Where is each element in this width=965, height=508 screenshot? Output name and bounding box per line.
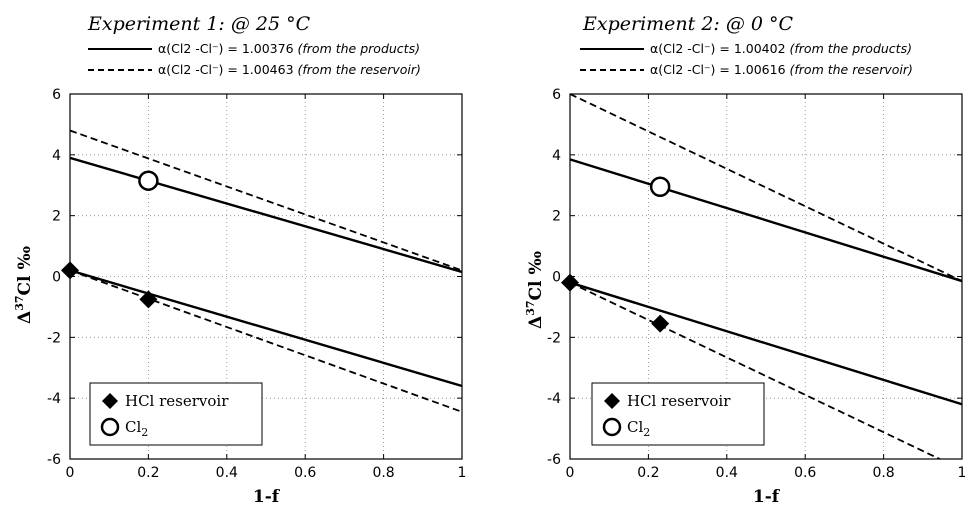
fractionation-line bbox=[570, 94, 962, 282]
chart-title: Experiment 1: @ 25 °C bbox=[87, 13, 311, 35]
x-tick-label: 0.4 bbox=[716, 465, 738, 481]
fractionation-line bbox=[70, 156, 462, 274]
x-tick-label: 0.8 bbox=[372, 465, 394, 481]
x-tick-label: 1 bbox=[458, 465, 467, 481]
legend-diamond-marker bbox=[604, 393, 620, 409]
y-axis-label: Δ37Cl ‰ bbox=[524, 251, 546, 329]
marker-legend-label: Cl2 bbox=[627, 418, 650, 439]
cl2-point bbox=[138, 170, 159, 191]
legend-note: (from the products) bbox=[298, 41, 420, 56]
x-tick-label: 0.2 bbox=[137, 465, 159, 481]
legend-name: α(Cl2 -Cl⁻) = 1.00402 bbox=[650, 41, 790, 56]
fractionation-line bbox=[70, 269, 462, 388]
legend-label: α(Cl2 -Cl⁻) = 1.00616 (from the reservoi… bbox=[650, 62, 913, 77]
legend-label: α(Cl2 -Cl⁻) = 1.00376 (from the products… bbox=[158, 41, 420, 56]
y-tick-label: 2 bbox=[52, 209, 61, 225]
x-tick-label: 0 bbox=[66, 465, 75, 481]
fractionation-line bbox=[70, 269, 462, 413]
fractionation-line bbox=[570, 158, 962, 283]
chart-title: Experiment 2: @ 0 °C bbox=[582, 13, 794, 35]
x-tick-label: 0.4 bbox=[216, 465, 238, 481]
hcl-reservoir-point bbox=[651, 314, 670, 333]
marker-legend-label: HCl reservoir bbox=[125, 392, 229, 410]
y-tick-label: -6 bbox=[547, 452, 561, 468]
hcl-reservoir-point bbox=[561, 273, 579, 292]
y-tick-label: -2 bbox=[547, 330, 561, 346]
x-tick-label: 0.6 bbox=[294, 465, 316, 481]
legend-note: (from the products) bbox=[790, 41, 912, 56]
legend-circle-marker bbox=[100, 417, 120, 437]
marker-legend-box bbox=[89, 382, 263, 446]
y-tick-label: 6 bbox=[552, 87, 561, 103]
hcl-reservoir-point bbox=[61, 261, 79, 280]
y-tick-label: 4 bbox=[52, 148, 61, 164]
x-tick-label: 1 bbox=[958, 465, 965, 481]
marker-legend-label: HCl reservoir bbox=[627, 392, 731, 410]
x-tick-label: 0 bbox=[566, 465, 575, 481]
legend-label: α(Cl2 -Cl⁻) = 1.00402 (from the products… bbox=[650, 41, 912, 56]
y-tick-label: -4 bbox=[547, 391, 561, 407]
fractionation-line bbox=[70, 129, 462, 272]
chart-1: Experiment 1: @ 25 °C α(Cl2 -Cl⁻) = 1.003… bbox=[13, 13, 466, 507]
y-tick-label: -2 bbox=[47, 330, 61, 346]
plot-area bbox=[570, 94, 962, 459]
x-axis-label: 1-f bbox=[253, 487, 281, 507]
y-tick-label: 0 bbox=[52, 270, 61, 286]
x-tick-label: 0.2 bbox=[637, 465, 659, 481]
x-axis-label: 1-f bbox=[753, 487, 781, 507]
legend-circle-marker bbox=[602, 417, 622, 437]
cl2-point bbox=[649, 176, 671, 198]
legend-name: α(Cl2 -Cl⁻) = 1.00616 bbox=[650, 62, 790, 77]
legend-note: (from the reservoir) bbox=[790, 62, 913, 77]
y-axis-label: Δ37Cl ‰ bbox=[13, 246, 35, 324]
legend-name: α(Cl2 -Cl⁻) = 1.00463 bbox=[158, 62, 298, 77]
legend-note: (from the reservoir) bbox=[298, 62, 421, 77]
marker-legend-box bbox=[591, 382, 765, 446]
y-tick-label: -4 bbox=[47, 391, 61, 407]
x-tick-label: 0.6 bbox=[794, 465, 816, 481]
legend-diamond-marker bbox=[102, 393, 118, 409]
hcl-reservoir-point bbox=[139, 290, 158, 309]
y-tick-label: 4 bbox=[552, 148, 561, 164]
x-tick-label: 0.8 bbox=[872, 465, 894, 481]
marker-legend-label: Cl2 bbox=[125, 418, 148, 439]
legend-name: α(Cl2 -Cl⁻) = 1.00376 bbox=[158, 41, 298, 56]
fractionation-line bbox=[570, 281, 942, 459]
legend-label: α(Cl2 -Cl⁻) = 1.00463 (from the reservoi… bbox=[158, 62, 421, 77]
plot-area bbox=[70, 129, 462, 413]
y-tick-label: -6 bbox=[47, 452, 61, 468]
y-tick-label: 6 bbox=[52, 87, 61, 103]
chart-2: Experiment 2: @ 0 °C α(Cl2 -Cl⁻) = 1.0040… bbox=[524, 13, 965, 507]
y-tick-label: 0 bbox=[552, 270, 561, 286]
fractionation-line bbox=[570, 281, 962, 406]
y-tick-label: 2 bbox=[552, 209, 561, 225]
